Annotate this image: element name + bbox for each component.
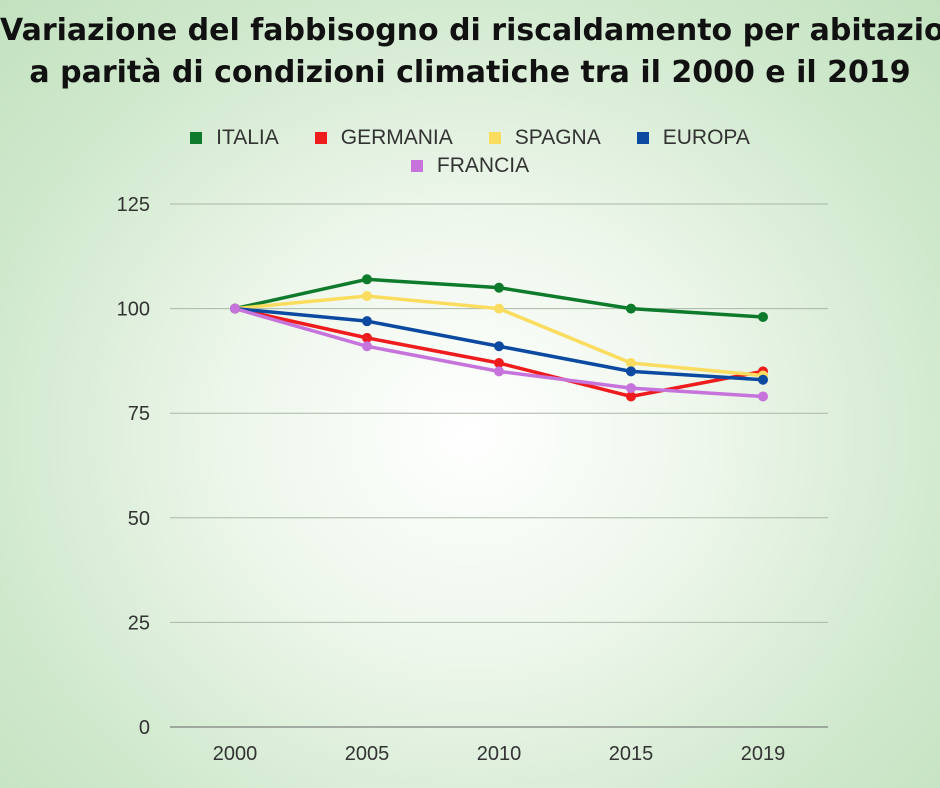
y-tick-label-25: 25	[128, 612, 150, 634]
chart-title: Variazione del fabbisogno di riscaldamen…	[0, 10, 940, 94]
point-italia-2005	[362, 274, 372, 285]
point-spagna-2005	[362, 291, 372, 302]
legend-item-europa: EUROPA	[636, 126, 750, 150]
legend-swatch-spagna	[488, 132, 501, 144]
point-spagna-2015	[626, 357, 636, 368]
legend-label-spagna: SPAGNA	[514, 126, 601, 149]
legend-swatch-italia	[190, 132, 203, 144]
x-tick-label-2015: 2015	[609, 743, 654, 765]
point-europa-2015	[626, 366, 636, 377]
legend-label-francia: FRANCIA	[436, 154, 530, 177]
legend-item-spagna: SPAGNA	[488, 126, 601, 150]
point-europa-2005	[362, 316, 372, 327]
point-francia-2010	[494, 366, 504, 377]
point-europa-2019	[758, 374, 768, 385]
series-lines	[233, 277, 765, 399]
point-francia-2000	[230, 303, 240, 314]
chart-legend: ITALIA GERMANIA SPAGNA EUROPA FRANCIA	[170, 126, 770, 178]
x-tick-label-2000: 2000	[213, 743, 258, 765]
chart-title-line-1: Variazione del fabbisogno di riscaldamen…	[0, 13, 940, 48]
point-germania-2005	[362, 332, 372, 343]
legend-item-francia: FRANCIA	[410, 154, 530, 178]
point-germania-2010	[494, 357, 504, 368]
legend-label-italia: ITALIA	[216, 126, 279, 149]
point-italia-2010	[494, 282, 504, 293]
point-europa-2010	[494, 341, 504, 352]
point-germania-2015	[626, 391, 636, 402]
chart-title-line-2: a parità di condizioni climatiche tra il…	[29, 55, 911, 90]
point-spagna-2010	[494, 303, 504, 314]
legend-item-germania: GERMANIA	[314, 126, 453, 150]
y-tick-label-0: 0	[139, 717, 150, 739]
series-points	[230, 274, 768, 402]
point-italia-2015	[626, 303, 636, 314]
point-francia-2015	[626, 383, 636, 394]
series-line-francia	[233, 306, 765, 399]
point-italia-2019	[758, 311, 768, 322]
x-axis-ticks: 2000 2005 2010 2015 2019	[213, 743, 786, 765]
legend-label-germania: GERMANIA	[340, 126, 453, 149]
y-tick-label-75: 75	[128, 403, 150, 425]
legend-label-europa: EUROPA	[662, 126, 750, 149]
legend-swatch-francia	[410, 160, 423, 172]
x-tick-label-2019: 2019	[741, 743, 786, 765]
y-tick-label-50: 50	[128, 508, 150, 530]
legend-swatch-germania	[314, 132, 327, 144]
x-tick-label-2005: 2005	[345, 743, 390, 765]
x-tick-label-2010: 2010	[477, 743, 522, 765]
point-francia-2019	[758, 391, 768, 402]
gridlines	[170, 203, 828, 728]
series-line-germania	[233, 306, 765, 399]
legend-item-italia: ITALIA	[190, 126, 279, 150]
point-francia-2005	[362, 341, 372, 352]
y-axis-ticks: 0 25 50 75 100 125	[117, 194, 150, 739]
y-tick-label-100: 100	[117, 299, 150, 321]
legend-swatch-europa	[636, 132, 649, 144]
y-tick-label-125: 125	[117, 194, 150, 216]
